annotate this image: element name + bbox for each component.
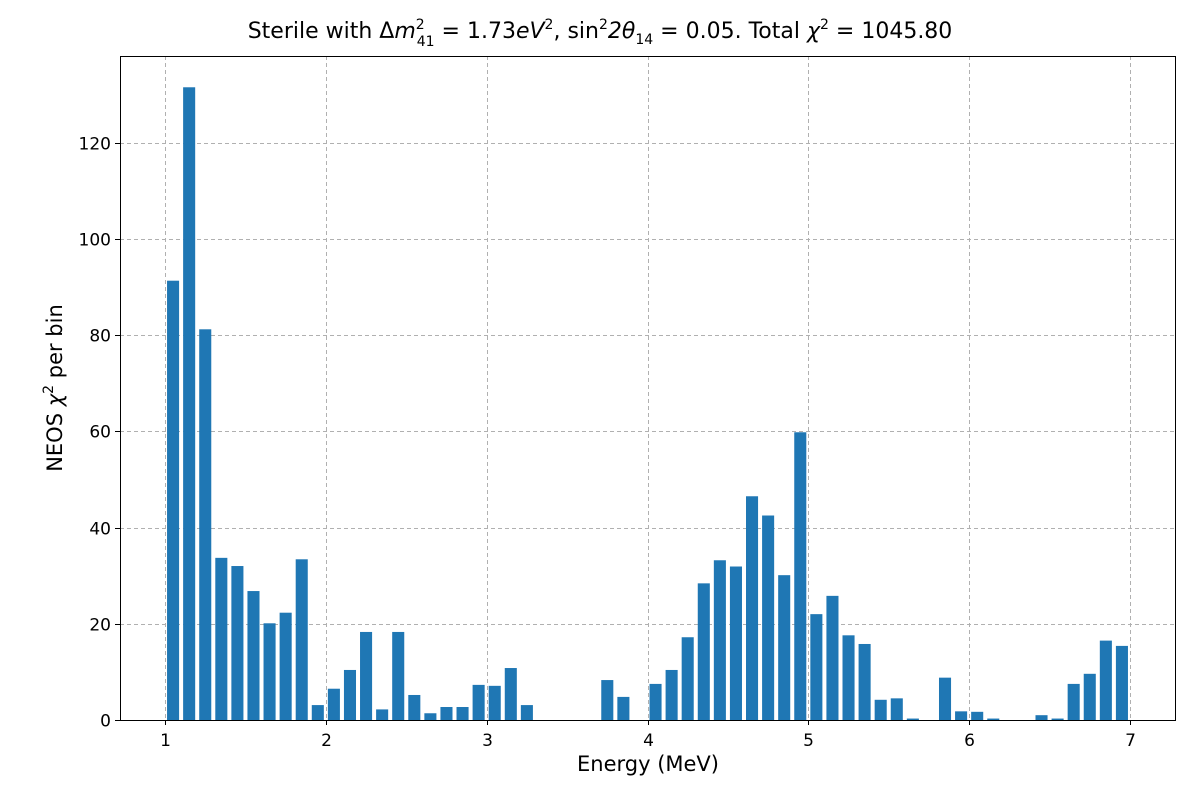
bar [665, 669, 678, 720]
x-tick-label: 6 [964, 731, 975, 751]
bar [874, 699, 887, 720]
bar [762, 515, 775, 720]
bar [1083, 673, 1096, 720]
bar [279, 612, 292, 720]
grid-lines [120, 56, 1175, 721]
bar [1051, 718, 1064, 720]
y-tick-label: 100 [79, 231, 111, 251]
bar [392, 631, 405, 720]
bar [955, 711, 968, 720]
bar [826, 595, 839, 720]
bar [311, 705, 324, 720]
bar [617, 696, 630, 720]
bar [360, 631, 373, 720]
bar [183, 87, 196, 720]
bar [424, 713, 437, 720]
bar [906, 718, 919, 720]
bar [263, 623, 276, 720]
y-tick-label: 60 [89, 423, 111, 443]
bar [472, 684, 485, 720]
bar [343, 669, 357, 720]
bar [601, 680, 614, 720]
x-tick-label: 3 [482, 731, 493, 751]
bar [488, 685, 501, 720]
y-tick-label: 120 [79, 135, 111, 155]
x-tick-label: 7 [1125, 731, 1136, 751]
bar [1099, 640, 1112, 720]
y-tick-label: 40 [89, 520, 111, 540]
x-tick-label: 1 [160, 731, 171, 751]
axis-ticks: 1 2 3 4 5 6 7 0 20 40 60 80 100 120 [79, 135, 1136, 752]
bar [504, 668, 517, 720]
bar [810, 614, 823, 720]
bar [456, 707, 469, 720]
bar [1067, 683, 1080, 720]
bar [167, 280, 180, 720]
bar [199, 329, 212, 720]
bar [778, 575, 791, 720]
x-tick-label: 2 [321, 731, 332, 751]
bar [746, 496, 759, 720]
bar [697, 583, 710, 720]
bar [842, 635, 855, 720]
y-tick-label: 80 [89, 327, 111, 347]
x-axis-label: Energy (MeV) [577, 752, 719, 776]
bar [713, 560, 726, 720]
plot-frame [120, 56, 1176, 721]
bar [247, 591, 260, 720]
y-axis-label: NEOS χ2 per bin [41, 304, 67, 472]
chart-title: Sterile with Δm2 41 = 1.73eV2, sin22θ14 =… [248, 17, 953, 50]
x-tick-label: 5 [803, 731, 814, 751]
bar [376, 709, 389, 720]
bar [681, 637, 694, 720]
y-tick-label: 20 [89, 616, 111, 636]
bar [938, 677, 952, 720]
bar [1035, 715, 1048, 720]
bar [890, 698, 903, 720]
bar [729, 566, 742, 720]
y-tick-label: 0 [100, 712, 111, 732]
bar [987, 718, 1000, 720]
bar [231, 566, 244, 720]
bars [167, 87, 1128, 720]
bar [327, 688, 340, 720]
bar [215, 557, 228, 720]
bar [1115, 645, 1128, 720]
bar [971, 711, 984, 720]
bar [649, 683, 662, 720]
bar [295, 559, 308, 720]
bar [408, 694, 421, 720]
bar [440, 707, 453, 720]
bar [794, 432, 807, 720]
bar [520, 705, 533, 720]
bar [858, 643, 871, 720]
x-tick-label: 4 [643, 731, 654, 751]
